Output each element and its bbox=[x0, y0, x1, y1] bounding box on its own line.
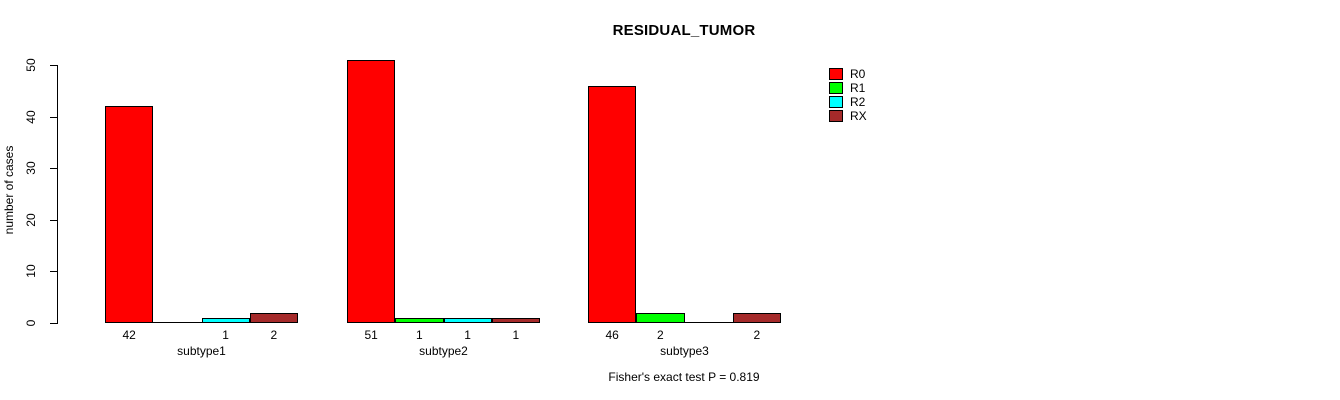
bar-R1-subtype3 bbox=[636, 312, 685, 323]
bar-R1-subtype2 bbox=[395, 317, 444, 323]
x-category-label: subtype1 bbox=[177, 344, 226, 358]
bar-value-label: 46 bbox=[605, 328, 619, 342]
bar-R0-subtype1 bbox=[105, 106, 154, 323]
x-category-label: subtype2 bbox=[419, 344, 468, 358]
bar-R1-subtype1-zero bbox=[153, 322, 202, 323]
chart-title: RESIDUAL_TUMOR bbox=[612, 22, 756, 39]
bar-R0-subtype3 bbox=[588, 85, 637, 323]
legend-swatch-RX bbox=[829, 110, 843, 122]
y-tick-label: 50 bbox=[24, 58, 38, 72]
bar-value-label: 1 bbox=[464, 328, 471, 342]
bar-value-label: 42 bbox=[122, 328, 136, 342]
bar-R2-subtype2 bbox=[443, 317, 492, 323]
y-tick bbox=[50, 168, 57, 170]
legend-swatch-R2 bbox=[829, 96, 843, 108]
bar-R2-subtype1 bbox=[201, 317, 250, 323]
bar-value-label: 1 bbox=[222, 328, 229, 342]
bar-RX-subtype2 bbox=[491, 317, 540, 323]
legend-row-R1: R1 bbox=[829, 82, 867, 94]
bar-value-label: 1 bbox=[512, 328, 520, 342]
bar-value-label: 2 bbox=[270, 328, 278, 342]
y-axis-line bbox=[57, 65, 58, 324]
y-axis-title: number of cases bbox=[2, 145, 16, 235]
y-tick bbox=[50, 271, 57, 273]
bar-value-label: 2 bbox=[753, 328, 761, 342]
y-tick bbox=[50, 116, 57, 118]
bar-value-label: 2 bbox=[657, 328, 664, 342]
bar-RX-subtype3 bbox=[732, 312, 781, 323]
y-tick bbox=[50, 323, 57, 324]
legend-row-R0: R0 bbox=[829, 68, 867, 80]
bar-R2-subtype3-zero bbox=[684, 322, 733, 323]
bar-value-label: 51 bbox=[364, 328, 378, 342]
y-tick bbox=[50, 219, 57, 221]
bar-RX-subtype1 bbox=[249, 312, 298, 323]
legend-label-RX: RX bbox=[850, 109, 867, 123]
legend-swatch-R0 bbox=[829, 68, 843, 80]
legend-row-RX: RX bbox=[829, 110, 867, 122]
fisher-test-annotation: Fisher's exact test P = 0.819 bbox=[608, 370, 760, 384]
legend-label-R0: R0 bbox=[850, 67, 866, 81]
legend-swatch-R1 bbox=[829, 82, 843, 94]
legend-label-R1: R1 bbox=[850, 81, 866, 95]
x-category-label: subtype3 bbox=[660, 344, 709, 358]
legend-row-R2: R2 bbox=[829, 96, 867, 108]
bar-R0-subtype2 bbox=[347, 59, 396, 323]
y-tick bbox=[50, 65, 57, 66]
legend: R0 R1 R2 RX bbox=[829, 68, 867, 124]
legend-label-R2: R2 bbox=[850, 95, 866, 109]
bar-value-label: 1 bbox=[416, 328, 423, 342]
